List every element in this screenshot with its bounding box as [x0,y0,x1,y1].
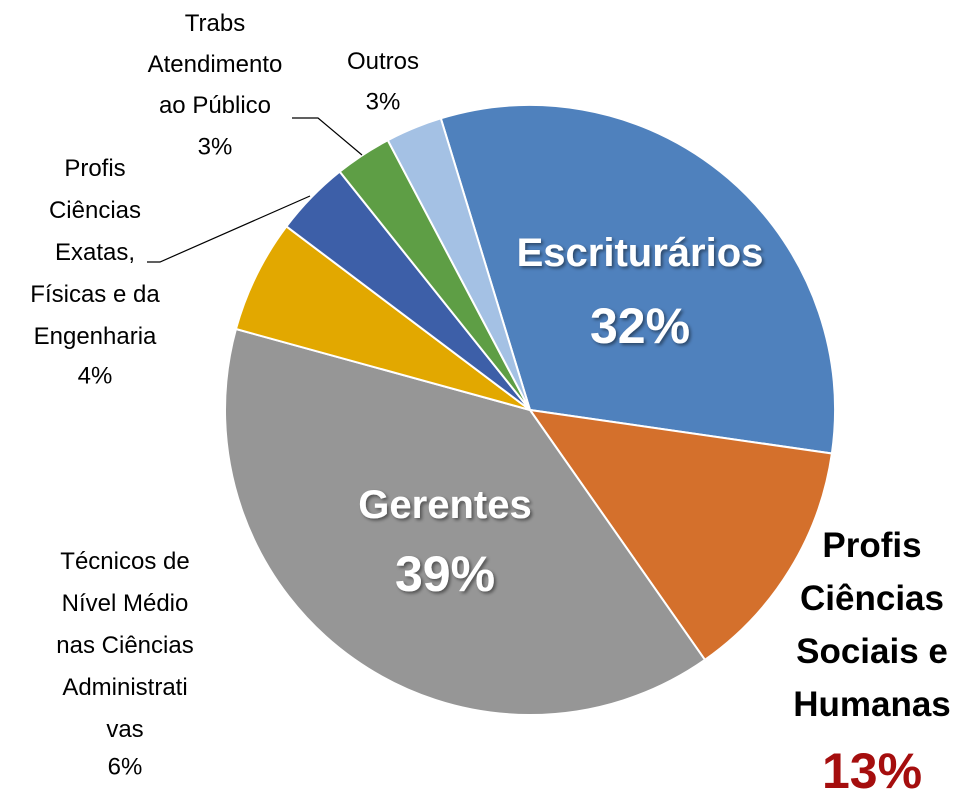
slice-label: Trabs Atendimento ao Público [148,10,283,119]
slice-label: Técnicos de Nível Médio nas Ciências Admini… [56,548,193,743]
label-line: Ciências [49,197,141,224]
pie-slice [527,408,834,662]
label-line: Exatas, [55,239,135,266]
leader-line [147,195,311,263]
label-line: Profis [822,526,921,565]
label-line: Trabs [185,10,245,37]
label-line: Profis [64,155,125,182]
label-line: nas Ciências [56,632,193,659]
label-line: Gerentes [358,483,531,527]
value-label: 3% [198,133,233,160]
pie-slice [224,327,707,716]
pie-slice [386,117,531,411]
value-label: 13% [822,743,922,799]
label-line: Outros [347,48,419,75]
label-line: Atendimento [148,51,283,78]
slice-label: Profis Ciências Exatas, Físicas e da Engenha… [30,155,160,350]
value-label: 4% [78,362,113,389]
slice-label: Profis Ciências Sociais e Humanas [793,526,951,724]
slice-label: Gerentes [358,483,531,527]
label-line: Administrati [62,674,187,701]
value-label: 39% [395,546,495,602]
value-label: 32% [590,298,690,354]
label-line: Sociais e [796,632,948,671]
label-line: vas [106,716,143,743]
label-line: Ciências [800,579,944,618]
label-line: Nível Médio [62,590,189,617]
label-line: Escriturários [517,231,764,275]
slice-label: Outros [347,48,419,75]
label-line: Técnicos de [60,548,189,575]
label-line: ao Público [159,92,271,119]
value-label: 6% [108,753,143,780]
pie-slice [439,104,836,455]
slice-label: Escriturários [517,231,764,275]
leader-line [292,117,363,156]
value-label: 3% [366,88,401,115]
label-line: Humanas [793,685,951,724]
label-line: Engenharia [34,323,157,350]
label-line: Físicas e da [30,281,160,308]
